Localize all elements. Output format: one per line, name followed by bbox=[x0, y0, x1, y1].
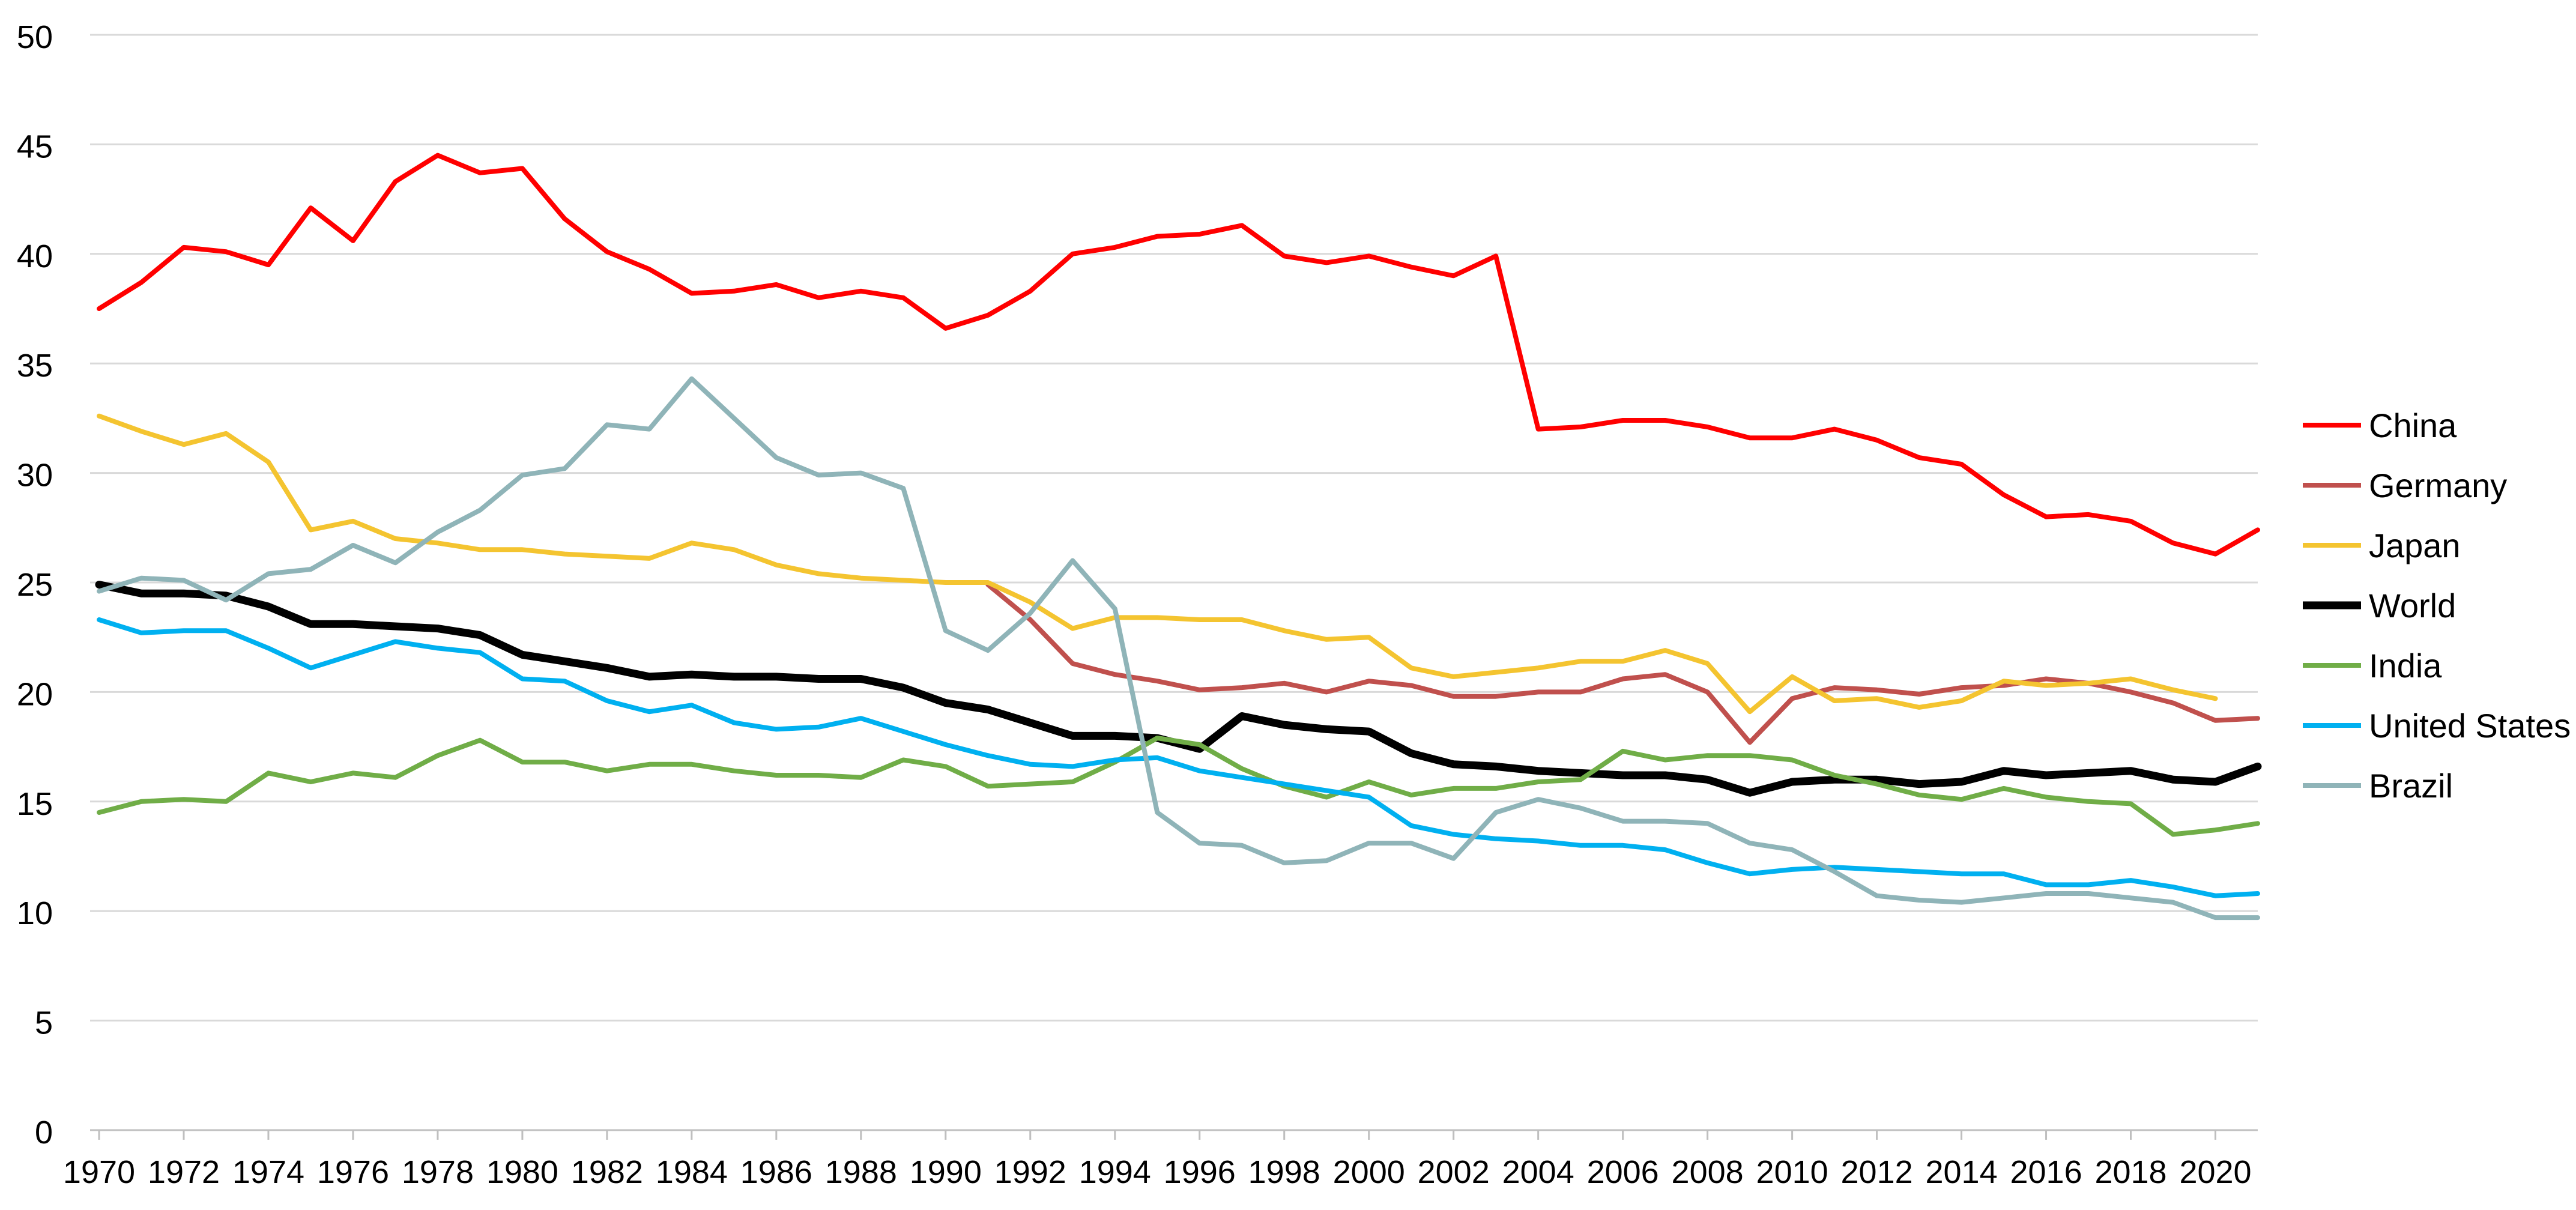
x-tick-label: 1988 bbox=[825, 1154, 897, 1190]
y-tick-label: 45 bbox=[17, 129, 53, 165]
y-tick-label: 30 bbox=[17, 458, 53, 494]
legend-label-brazil: Brazil bbox=[2369, 767, 2453, 805]
axes: 0 5 10 15 20 25 30 35 40 45 50 1970 1972 1974 1976 1978… bbox=[17, 19, 2258, 1190]
x-tick-label: 2004 bbox=[1502, 1154, 1574, 1190]
y-tick-label: 50 bbox=[17, 19, 53, 55]
legend-label-world: World bbox=[2369, 587, 2456, 625]
y-tick-label: 40 bbox=[17, 238, 53, 274]
x-tick-label: 2020 bbox=[2179, 1154, 2251, 1190]
y-tick-label: 10 bbox=[17, 895, 53, 931]
y-tick-label: 35 bbox=[17, 348, 53, 384]
x-tick-label: 2008 bbox=[1672, 1154, 1744, 1190]
x-tick-label: 1974 bbox=[232, 1154, 304, 1190]
x-tick-label: 1994 bbox=[1079, 1154, 1151, 1190]
legend-label-united-states: United States bbox=[2369, 707, 2571, 745]
legend-label-china: China bbox=[2369, 407, 2457, 444]
y-tick-label: 20 bbox=[17, 676, 53, 712]
x-tick-label: 2014 bbox=[1925, 1154, 1997, 1190]
x-tick-label: 1990 bbox=[910, 1154, 982, 1190]
x-tick-label: 1986 bbox=[740, 1154, 812, 1190]
gridlines bbox=[90, 34, 2258, 1131]
x-tick-label: 2000 bbox=[1333, 1154, 1405, 1190]
series-line-china bbox=[97, 153, 2260, 557]
x-tick-label: 2006 bbox=[1587, 1154, 1659, 1190]
series-line-germany bbox=[985, 582, 2260, 745]
series-line-japan bbox=[97, 413, 2218, 715]
legend-label-india: India bbox=[2369, 647, 2442, 685]
series-lines bbox=[95, 153, 2262, 921]
x-tick-label: 2012 bbox=[1841, 1154, 1913, 1190]
legend-label-germany: Germany bbox=[2369, 467, 2507, 504]
x-tick-label: 1976 bbox=[317, 1154, 389, 1190]
x-tick-label: 2002 bbox=[1418, 1154, 1490, 1190]
series-line-united-states bbox=[97, 617, 2260, 898]
legend-label-japan: Japan bbox=[2369, 527, 2461, 564]
x-tick-label: 1998 bbox=[1248, 1154, 1320, 1190]
x-tick-label: 1980 bbox=[486, 1154, 558, 1190]
x-tick-label: 2010 bbox=[1756, 1154, 1828, 1190]
y-tick-label: 0 bbox=[35, 1115, 53, 1151]
x-tick-label: 2018 bbox=[2094, 1154, 2166, 1190]
y-tick-label: 15 bbox=[17, 786, 53, 822]
x-tick-label: 1970 bbox=[63, 1154, 135, 1190]
x-tick-label: 1992 bbox=[994, 1154, 1066, 1190]
x-tick-label: 1996 bbox=[1164, 1154, 1236, 1190]
y-tick-label: 25 bbox=[17, 567, 53, 603]
x-tick-label: 2016 bbox=[2010, 1154, 2082, 1190]
x-tick-label: 1982 bbox=[571, 1154, 643, 1190]
legend: China Germany Japan World India United States… bbox=[2303, 407, 2571, 805]
y-tick-label: 5 bbox=[35, 1005, 53, 1041]
x-tick-label: 1984 bbox=[656, 1154, 728, 1190]
series-line-brazil bbox=[97, 376, 2260, 921]
x-tick-label: 1978 bbox=[402, 1154, 474, 1190]
series-line-india bbox=[97, 736, 2260, 837]
x-tick-label: 1972 bbox=[148, 1154, 220, 1190]
